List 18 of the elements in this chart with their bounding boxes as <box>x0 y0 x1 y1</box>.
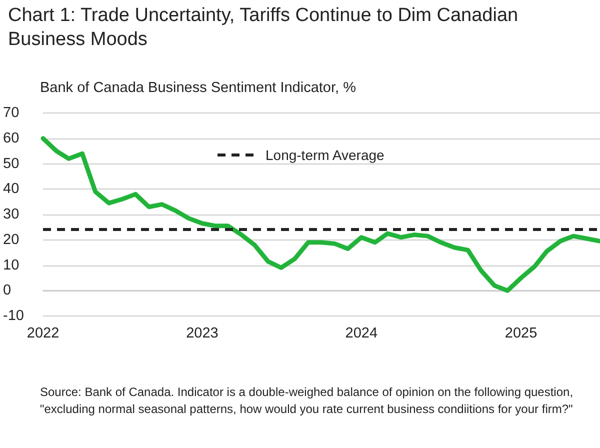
legend-label: Long-term Average <box>266 147 385 163</box>
y-tick-label: 10 <box>3 257 20 274</box>
y-tick-label: 40 <box>3 181 20 198</box>
y-tick-label: 60 <box>3 130 20 146</box>
line-series <box>40 136 600 293</box>
y-tick-label: 30 <box>3 206 20 222</box>
y-axis-title: Bank of Canada Business Sentiment Indicator, % <box>40 80 356 96</box>
x-tick-label: 2022 <box>26 326 60 342</box>
y-tick-label: 20 <box>3 232 20 248</box>
x-tick-label: 2025 <box>504 326 538 342</box>
y-tick-label: 70 <box>3 105 20 121</box>
source-note: Source: Bank of Canada. Indicator is a double-weighed balance of opinion on the following question, "excluding normal seasonal patterns, how would you rate current business condiitions for your firm?" <box>40 384 574 418</box>
x-tick-label: 2024 <box>345 326 378 342</box>
y-tick-label: 0 <box>3 282 12 299</box>
chart-title: Chart 1: Trade Uncertainty, Tariffs Continue to Dim Canadian Business Moods <box>8 4 520 52</box>
y-tick-label: 50 <box>3 156 20 172</box>
y-tick-label: -10 <box>3 308 24 324</box>
x-tick-label: 2023 <box>186 326 218 342</box>
